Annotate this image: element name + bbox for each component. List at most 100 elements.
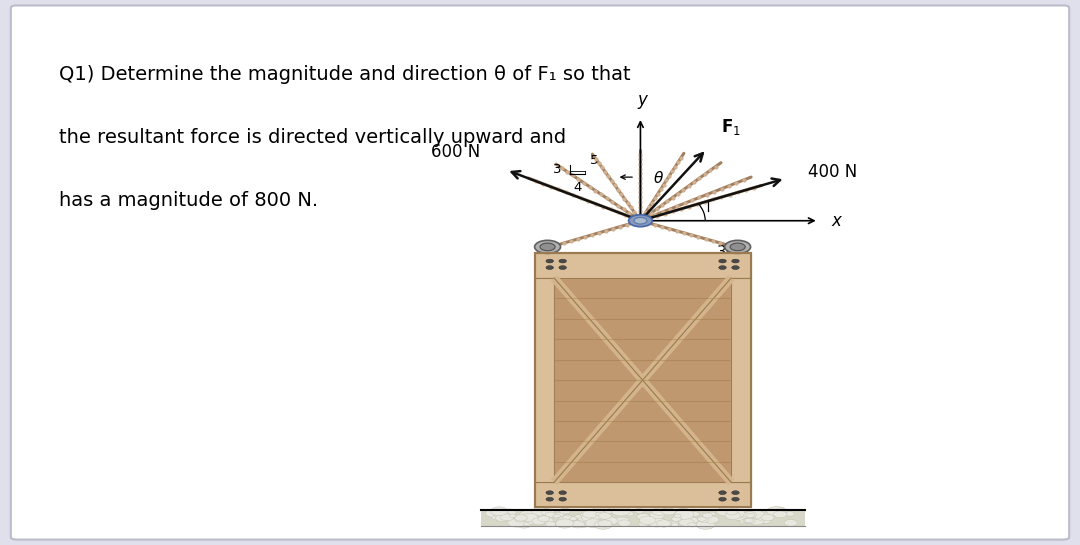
Circle shape [497,510,507,514]
Circle shape [518,519,530,525]
Circle shape [594,520,612,529]
Circle shape [570,520,584,528]
Circle shape [532,518,545,525]
Circle shape [519,511,536,519]
Circle shape [502,509,516,516]
Circle shape [638,522,648,526]
Circle shape [563,515,572,520]
Circle shape [592,506,611,516]
Circle shape [559,490,567,495]
Circle shape [540,243,555,251]
Circle shape [730,510,741,515]
Circle shape [746,513,755,518]
Text: the resultant force is directed vertically upward and: the resultant force is directed vertical… [59,128,567,147]
Circle shape [735,511,742,514]
Circle shape [555,519,573,528]
Circle shape [702,513,713,518]
Text: y: y [637,91,648,109]
Circle shape [598,513,611,519]
Circle shape [744,518,755,524]
Circle shape [639,516,656,524]
Text: x: x [832,211,841,230]
Circle shape [784,519,797,526]
Circle shape [669,510,676,514]
Circle shape [508,518,526,527]
Circle shape [730,243,745,251]
Circle shape [725,512,741,519]
Circle shape [634,217,647,224]
Circle shape [575,514,581,518]
Circle shape [646,517,653,520]
Circle shape [672,517,681,522]
Text: θ: θ [653,171,663,186]
Circle shape [652,507,667,516]
Circle shape [718,490,726,495]
Circle shape [538,516,550,522]
Circle shape [739,519,747,524]
Circle shape [598,520,612,527]
Text: Q1) Determine the magnitude and direction θ of F₁ so that: Q1) Determine the magnitude and directio… [59,65,631,84]
Circle shape [679,516,687,519]
Circle shape [731,490,739,495]
Circle shape [696,520,715,529]
Circle shape [593,517,606,524]
Circle shape [515,514,527,521]
Circle shape [685,517,699,524]
Circle shape [535,240,561,253]
FancyBboxPatch shape [11,5,1069,540]
Circle shape [750,517,765,525]
Circle shape [604,510,612,513]
Circle shape [657,520,671,527]
Bar [554,278,731,482]
Circle shape [675,508,691,517]
Text: 3: 3 [553,164,562,177]
Circle shape [522,513,538,522]
Circle shape [671,523,678,526]
Circle shape [558,515,575,523]
Circle shape [545,512,555,517]
Text: 4: 4 [573,181,582,194]
Circle shape [785,512,795,516]
Bar [731,278,751,482]
Circle shape [767,507,785,516]
Circle shape [748,511,765,518]
Circle shape [491,515,501,520]
Circle shape [555,521,566,526]
Circle shape [559,259,567,263]
Circle shape [523,523,530,526]
Circle shape [531,507,549,516]
Circle shape [740,518,748,523]
Circle shape [758,513,769,519]
Circle shape [518,516,537,525]
Circle shape [540,517,554,524]
Circle shape [596,512,603,516]
Circle shape [676,518,684,522]
Bar [535,253,751,507]
Circle shape [650,511,665,519]
Text: 600 N: 600 N [431,143,481,161]
Circle shape [530,512,538,516]
Circle shape [744,512,756,518]
Circle shape [588,510,606,519]
Circle shape [704,516,719,523]
Circle shape [675,510,693,519]
Circle shape [591,519,609,528]
Circle shape [761,519,770,524]
Circle shape [553,514,561,518]
Circle shape [596,507,612,516]
Circle shape [642,517,650,521]
Circle shape [741,512,755,519]
Circle shape [582,511,597,518]
Circle shape [578,513,595,522]
Circle shape [559,265,567,270]
Circle shape [678,509,690,516]
Text: 5: 5 [590,154,598,167]
Circle shape [727,510,738,515]
Text: has a magnitude of 800 N.: has a magnitude of 800 N. [59,191,319,210]
Circle shape [718,265,726,270]
Circle shape [699,517,708,522]
Circle shape [669,520,677,525]
Circle shape [688,523,697,527]
Circle shape [732,513,745,520]
Circle shape [635,508,644,513]
